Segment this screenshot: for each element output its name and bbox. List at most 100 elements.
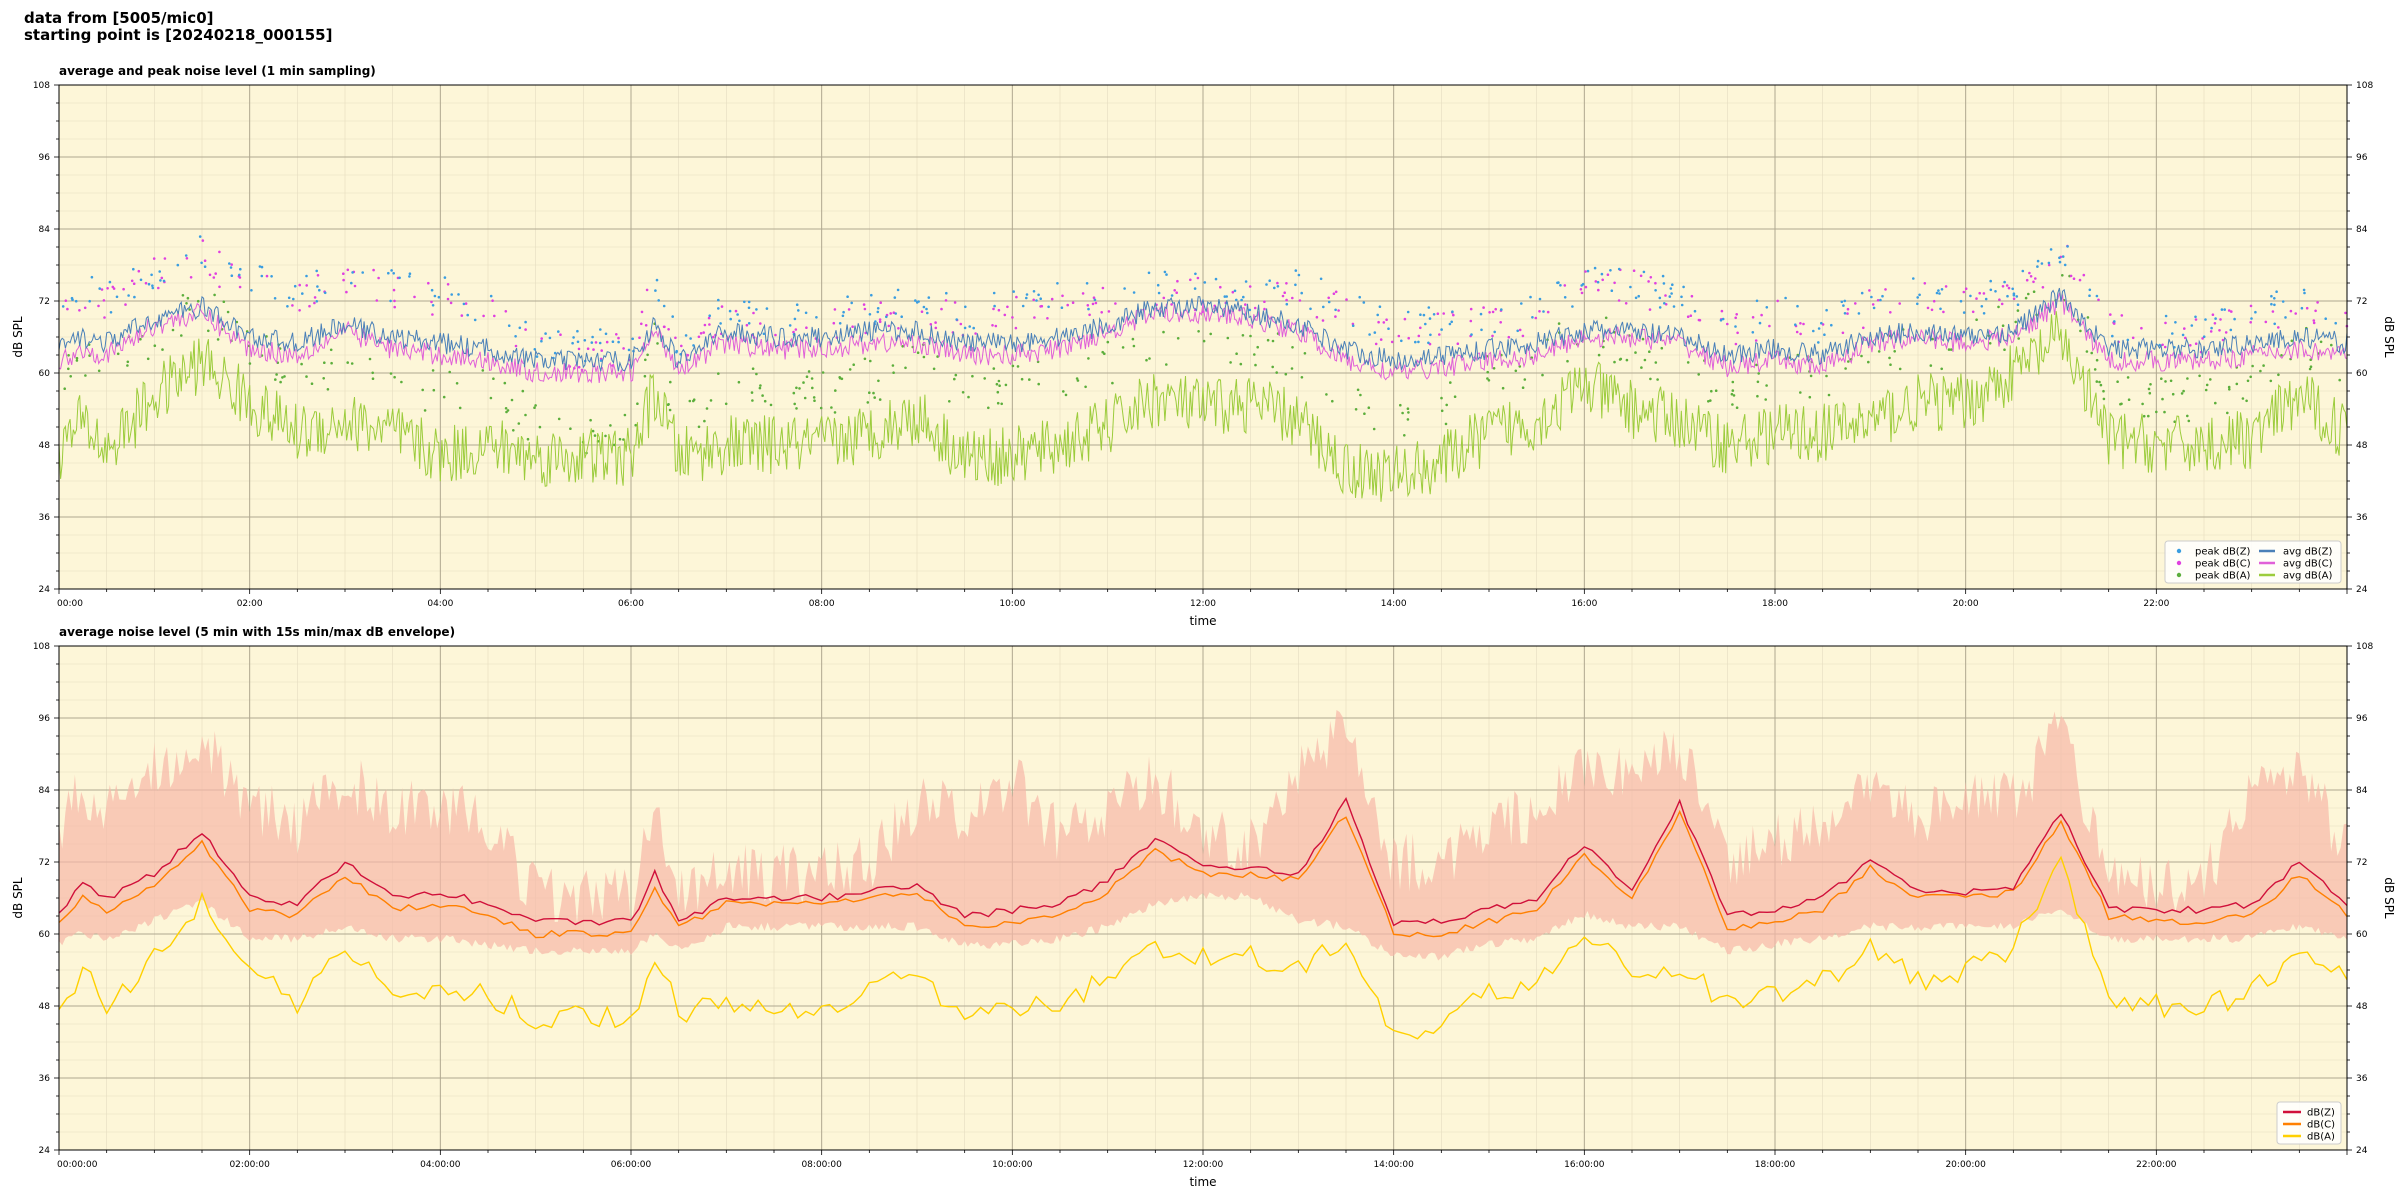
peak-point [2281, 300, 2285, 303]
peak-point [1315, 315, 1319, 319]
peak-point [674, 336, 677, 340]
peak-point [1719, 319, 1723, 322]
peak-point [214, 272, 217, 275]
legend-item: avg dB(Z) [2259, 547, 2333, 558]
peak-point [1520, 302, 1523, 305]
peak-point [203, 265, 207, 269]
chart-title: average noise level (5 min with 15s min/… [59, 625, 455, 639]
peak-point [185, 302, 188, 305]
peak-point [1297, 273, 1301, 277]
legend-item: dB(A) [2283, 1132, 2335, 1143]
peak-point [2021, 269, 2025, 273]
peak-point [408, 275, 411, 278]
peak-point [122, 287, 125, 291]
peak-point [1940, 288, 1944, 291]
peak-point [2040, 262, 2044, 265]
peak-point [1248, 285, 1252, 288]
peak-point [1061, 294, 1064, 298]
peak-point [850, 301, 853, 305]
peak-point [432, 388, 436, 392]
peak-point [599, 328, 602, 331]
peak-point [1609, 269, 1612, 272]
peak-point [1163, 270, 1167, 274]
peak-point [102, 299, 106, 302]
peak-point [2262, 364, 2265, 367]
peak-point [2155, 410, 2158, 414]
peak-point [2163, 345, 2167, 349]
peak-point [2189, 344, 2192, 347]
peak-point [238, 285, 242, 289]
peak-point [2210, 326, 2213, 330]
peak-point [1854, 302, 1857, 305]
peak-point [876, 310, 880, 314]
peak-point [235, 320, 239, 324]
x-tick-label: 02:00:00 [229, 1160, 270, 1170]
legend-label: dB(A) [2307, 1132, 2335, 1143]
peak-point [1377, 320, 1380, 324]
peak-point [2072, 277, 2076, 281]
peak-point [2214, 317, 2217, 320]
peak-point [964, 305, 967, 309]
peak-point [810, 377, 814, 380]
peak-point [1399, 403, 1402, 407]
peak-point [571, 341, 574, 345]
peak-point [750, 391, 754, 394]
peak-point [408, 272, 412, 276]
peak-point [462, 302, 466, 306]
x-tick-label: 04:00:00 [420, 1160, 461, 1170]
peak-point [1359, 393, 1362, 397]
peak-point [466, 313, 470, 317]
peak-point [1862, 326, 1865, 330]
peak-point [916, 351, 920, 355]
peak-point [609, 424, 612, 427]
peak-point [2086, 316, 2090, 319]
peak-point [2182, 389, 2185, 393]
peak-point [2036, 259, 2040, 263]
peak-point [1189, 278, 1192, 282]
peak-point [1893, 350, 1896, 353]
x-tick-label: 08:00 [809, 599, 835, 609]
y-axis-label-right: dB SPL [2382, 316, 2396, 358]
peak-point [692, 344, 695, 347]
peak-point [1006, 305, 1009, 309]
peak-point [1241, 334, 1245, 337]
peak-point [1726, 322, 1729, 326]
y-tick-label-left: 72 [39, 297, 50, 307]
peak-point [1285, 298, 1288, 302]
peak-point [1734, 342, 1738, 346]
peak-point [2204, 318, 2207, 321]
peak-point [460, 314, 464, 317]
peak-point [1975, 297, 1978, 300]
peak-point [88, 299, 91, 303]
peak-point [2319, 340, 2323, 344]
peak-point [876, 307, 880, 310]
peak-point [1132, 291, 1136, 294]
peak-point [1707, 400, 1710, 403]
peak-point [848, 368, 852, 371]
peak-point [1658, 296, 1662, 300]
peak-point [697, 425, 701, 429]
x-tick-label: 04:00 [427, 599, 453, 609]
peak-point [2209, 330, 2213, 333]
peak-point [640, 310, 644, 314]
peak-point [1300, 291, 1303, 295]
peak-point [1487, 379, 1491, 382]
peak-point [1011, 364, 1015, 368]
peak-point [751, 399, 754, 402]
peak-point [2029, 275, 2033, 278]
peak-point [792, 330, 795, 334]
peak-point [504, 407, 508, 410]
peak-point [577, 347, 581, 351]
peak-point [1959, 299, 1963, 303]
peak-point [1799, 322, 1802, 325]
peak-point [1799, 332, 1802, 336]
peak-point [1283, 291, 1286, 295]
scatter-peak-dbz [61, 235, 2337, 363]
peak-point [1898, 367, 1902, 371]
peak-point [400, 380, 403, 384]
peak-point [761, 394, 764, 397]
peak-point [108, 280, 112, 284]
peak-point [1406, 310, 1410, 314]
peak-point [157, 286, 160, 290]
peak-point [600, 349, 603, 352]
